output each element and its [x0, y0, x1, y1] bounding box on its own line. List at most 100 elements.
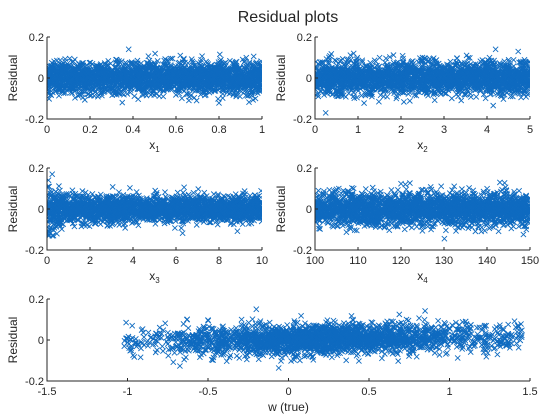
- data-point: [63, 64, 70, 71]
- data-point: [386, 54, 393, 60]
- data-point: [169, 55, 176, 62]
- data-point: [216, 66, 223, 73]
- data-point: [129, 68, 136, 75]
- data-point: [74, 76, 81, 82]
- data-point: [200, 65, 207, 72]
- data-point: [346, 85, 353, 91]
- data-point: [182, 68, 189, 75]
- data-point: [172, 91, 179, 98]
- data-point: [223, 74, 230, 81]
- data-point: [113, 71, 120, 78]
- data-point: [95, 91, 102, 98]
- data-point: [80, 88, 87, 95]
- data-point: [76, 81, 83, 88]
- data-point: [239, 56, 246, 63]
- data-point: [72, 94, 78, 101]
- data-point: [256, 70, 262, 76]
- data-point: [393, 95, 400, 102]
- data-point: [193, 86, 200, 93]
- data-point: [369, 63, 376, 70]
- data-point: [437, 82, 444, 89]
- data-point: [415, 89, 422, 96]
- data-point: [253, 59, 260, 66]
- data-point: [516, 59, 523, 66]
- data-point: [368, 78, 375, 85]
- data-point: [151, 81, 158, 88]
- data-point: [188, 56, 195, 63]
- data-point: [412, 70, 419, 77]
- data-point: [102, 83, 109, 90]
- data-point: [58, 70, 65, 77]
- data-point: [103, 62, 110, 69]
- data-point: [526, 76, 530, 83]
- data-point: [250, 53, 257, 60]
- data-point: [97, 87, 104, 94]
- data-point: [340, 69, 347, 76]
- data-point: [157, 82, 164, 89]
- data-point: [465, 54, 472, 61]
- data-point: [467, 61, 474, 67]
- data-point: [321, 92, 328, 98]
- data-point: [473, 93, 480, 100]
- data-point: [424, 78, 431, 85]
- data-point: [367, 59, 374, 66]
- data-point: [243, 67, 250, 73]
- data-point: [358, 92, 365, 99]
- data-point: [429, 74, 436, 81]
- data-point: [441, 73, 448, 80]
- data-point: [137, 71, 144, 78]
- data-point: [246, 99, 252, 106]
- data-point: [402, 86, 409, 93]
- data-point: [344, 61, 351, 68]
- data-point: [464, 71, 471, 77]
- data-point: [161, 88, 168, 94]
- data-point: [167, 55, 174, 62]
- data-point: [140, 91, 147, 98]
- data-point: [81, 96, 88, 103]
- data-point: [469, 68, 476, 75]
- data-point: [107, 74, 114, 81]
- data-point: [351, 95, 358, 102]
- data-point: [415, 59, 422, 66]
- data-point: [461, 91, 468, 98]
- data-point: [79, 71, 86, 78]
- data-point: [482, 95, 489, 102]
- data-point: [523, 93, 530, 100]
- data-point: [137, 69, 144, 76]
- data-point: [322, 109, 329, 116]
- data-point: [484, 76, 491, 83]
- data-point: [353, 59, 360, 66]
- data-point: [353, 62, 360, 68]
- data-point: [359, 57, 366, 64]
- data-point: [510, 84, 517, 91]
- data-point: [86, 59, 93, 66]
- data-point: [396, 89, 403, 96]
- data-point: [193, 71, 200, 78]
- data-point: [198, 72, 205, 79]
- data-point: [67, 89, 74, 96]
- data-point: [321, 76, 328, 83]
- data-point: [123, 73, 129, 80]
- data-point: [140, 79, 147, 85]
- data-point: [433, 57, 440, 63]
- data-point: [108, 67, 115, 74]
- data-point: [399, 52, 406, 59]
- data-point: [169, 70, 176, 77]
- data-point: [47, 89, 53, 96]
- data-point: [424, 69, 431, 76]
- data-point: [457, 83, 463, 89]
- data-point: [117, 72, 124, 79]
- data-point: [48, 68, 55, 75]
- data-point: [351, 73, 358, 80]
- data-point: [53, 81, 60, 88]
- data-point: [487, 91, 494, 98]
- data-point: [401, 74, 407, 80]
- data-point: [400, 98, 407, 105]
- data-point: [524, 70, 530, 77]
- data-point: [243, 54, 250, 61]
- x-tick-label: 1: [259, 124, 265, 136]
- data-point: [165, 57, 171, 64]
- data-point: [436, 63, 443, 70]
- x-axis-label: x1: [149, 138, 160, 154]
- data-point: [350, 93, 357, 100]
